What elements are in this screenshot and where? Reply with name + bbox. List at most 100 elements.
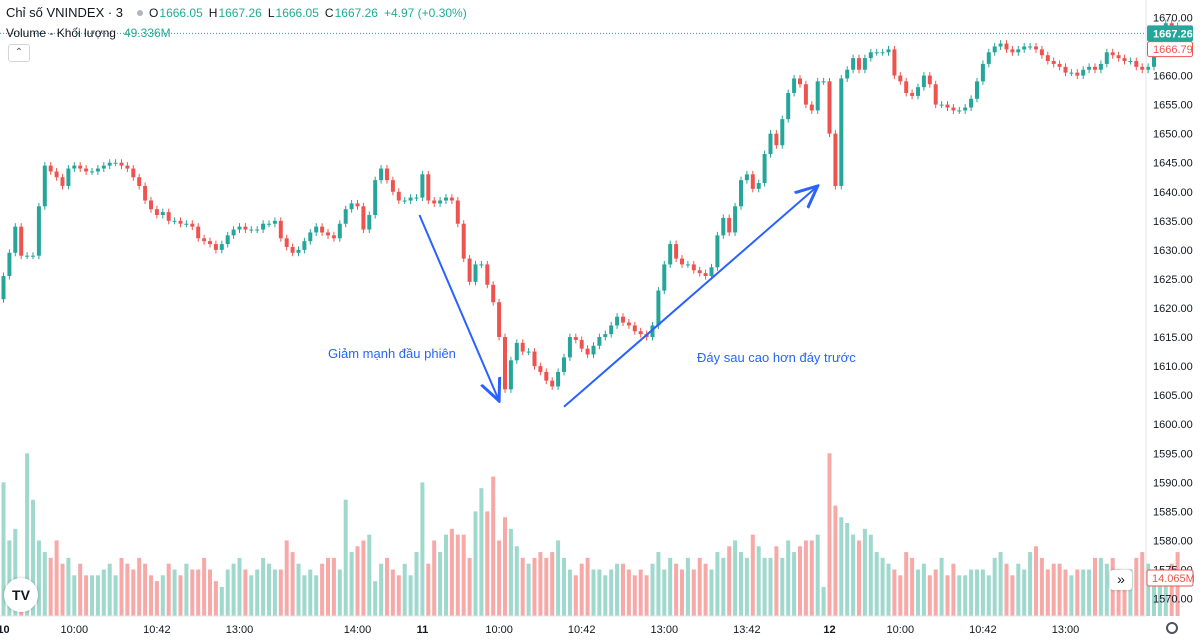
candle xyxy=(137,177,142,186)
annotation-arrows xyxy=(418,186,817,408)
volume-bar xyxy=(603,575,608,616)
volume-bar xyxy=(396,575,401,616)
y-tick-label: 1615.00 xyxy=(1153,332,1193,344)
double-chevron-right-icon[interactable]: » xyxy=(1110,570,1132,590)
candle xyxy=(255,229,260,231)
volume-bar xyxy=(916,569,920,616)
volume-bar xyxy=(390,569,395,616)
volume-badge xyxy=(1146,569,1194,587)
candle xyxy=(868,52,873,59)
volume-bar xyxy=(957,575,962,616)
candles xyxy=(1,19,1180,393)
volume-bar xyxy=(54,540,59,616)
candle xyxy=(739,180,743,207)
volume-bar xyxy=(1093,557,1097,616)
volume-bar xyxy=(998,552,1003,616)
candle xyxy=(78,165,83,169)
candle xyxy=(851,58,856,70)
candle xyxy=(25,255,30,257)
time-axis[interactable]: 10 10:00 10:42 13:00 14:00 11 10:00 10:42 13:00 1… xyxy=(0,624,1079,636)
y-tick-label: 1630.00 xyxy=(1153,245,1193,257)
candle xyxy=(916,87,920,96)
candle xyxy=(780,119,785,146)
volume-bar xyxy=(939,557,944,616)
volume-bar xyxy=(597,569,602,616)
volume-bar xyxy=(892,569,897,616)
candle xyxy=(54,171,59,178)
volume-bar xyxy=(385,557,389,616)
price-axis[interactable]: 1570.001575.001580.001585.001590.001595.… xyxy=(1153,12,1193,605)
candle xyxy=(579,339,584,349)
volume-bar xyxy=(868,534,873,616)
candle xyxy=(1028,46,1033,48)
y-tick-label: 1570.00 xyxy=(1153,594,1193,606)
candle xyxy=(402,200,407,202)
volume-bar xyxy=(975,569,979,616)
candle xyxy=(408,197,413,201)
candle xyxy=(479,264,484,266)
volume-bar xyxy=(756,546,761,616)
volume-bar xyxy=(414,552,419,616)
volume-bar xyxy=(798,546,802,616)
candle xyxy=(626,322,631,326)
chevron-up-icon[interactable]: ⌃ xyxy=(8,44,30,62)
volume-bar xyxy=(762,557,767,616)
volume-label[interactable]: Volume - Khối lượng xyxy=(6,26,116,40)
volume-bar xyxy=(190,569,195,616)
volume-bar xyxy=(886,563,891,616)
candle xyxy=(290,246,295,253)
tradingview-logo-icon[interactable]: TV xyxy=(4,578,38,612)
volume-bar xyxy=(107,563,112,616)
candle xyxy=(31,255,35,257)
x-tick-label: 11 xyxy=(417,624,429,636)
volume-bar xyxy=(231,563,236,616)
candle xyxy=(815,81,820,111)
volume-bar xyxy=(166,563,171,616)
candle xyxy=(1128,61,1133,63)
volume-bar xyxy=(556,540,561,616)
volume-bar xyxy=(904,552,909,616)
candle xyxy=(674,244,679,259)
annotation-text-2: Đáy sau cao hơn đáy trước xyxy=(697,350,856,365)
volume-bar xyxy=(780,557,785,616)
volume-bar xyxy=(739,552,743,616)
candle xyxy=(603,334,608,338)
volume-bar xyxy=(290,552,295,616)
volume-bar xyxy=(278,569,283,616)
candle xyxy=(975,81,979,99)
volume-bar xyxy=(898,575,903,616)
candle xyxy=(190,223,195,227)
candle xyxy=(1063,66,1068,73)
candle xyxy=(438,200,443,204)
volume-bar xyxy=(272,569,277,616)
candle xyxy=(526,351,531,353)
volume-bar xyxy=(573,575,578,616)
legend-ohlc: Chỉ số VNINDEX · 3 O 1666.05 H 1667.26 L 16… xyxy=(6,5,473,20)
volume-bar xyxy=(1169,563,1174,616)
candle xyxy=(172,220,177,222)
candle xyxy=(756,183,761,189)
candle xyxy=(491,284,496,303)
volume-bar xyxy=(1034,546,1038,616)
legend-high: 1667.26 xyxy=(218,5,262,20)
candle xyxy=(762,154,767,184)
candle xyxy=(933,84,938,105)
candle xyxy=(821,81,826,83)
candle xyxy=(567,337,572,358)
candle xyxy=(237,226,242,230)
legend-title[interactable]: Chỉ số VNINDEX · 3 xyxy=(6,5,124,20)
volume-bar xyxy=(467,557,472,616)
candle xyxy=(1,276,6,300)
volume-bar xyxy=(508,528,513,616)
volume-bar xyxy=(131,569,136,616)
volume-bar xyxy=(219,586,224,616)
volume-bar xyxy=(101,569,106,616)
candle xyxy=(355,203,360,207)
candle xyxy=(668,244,673,265)
y-tick-label: 1645.00 xyxy=(1153,158,1193,170)
gear-icon[interactable] xyxy=(1166,622,1178,634)
x-tick-label: 12 xyxy=(823,624,835,636)
volume-bar xyxy=(479,488,484,616)
candle xyxy=(66,168,71,186)
